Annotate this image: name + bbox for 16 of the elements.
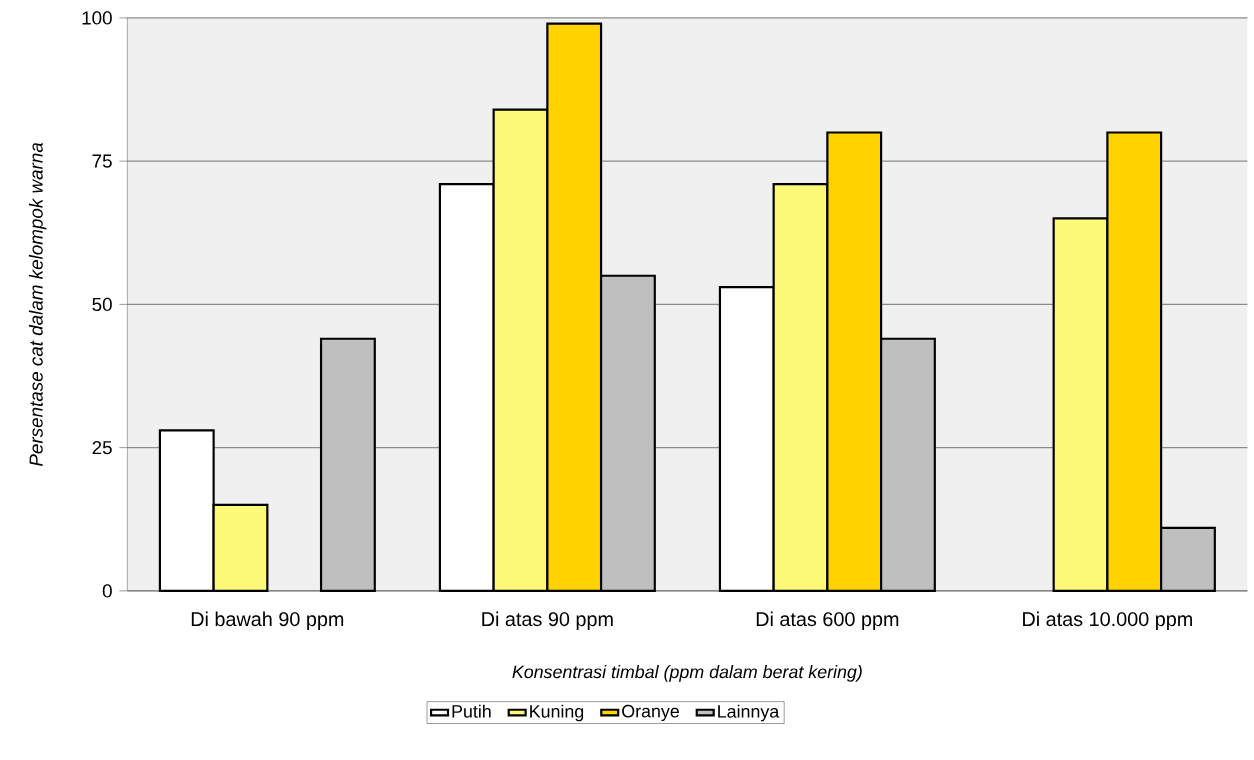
bar xyxy=(319,337,376,592)
legend-label: Putih xyxy=(452,704,491,718)
y-axis-title: Persentase cat dalam kelompok warna xyxy=(28,142,47,467)
y-tick-label: 0 xyxy=(102,584,112,598)
y-tick-label: 100 xyxy=(82,11,112,25)
x-tick-label: Di atas 600 ppm xyxy=(756,611,899,631)
legend-label: Lainnya xyxy=(718,704,780,722)
y-tick-label: 75 xyxy=(92,154,112,168)
y-tick-label: 25 xyxy=(92,440,112,455)
x-axis-title: Konsentrasi timbal (ppm dalam berat kering) xyxy=(512,665,862,682)
legend-label: Kuning xyxy=(530,704,584,722)
x-tick-label: Di bawah 90 ppm xyxy=(191,611,344,631)
x-tick-label: Di atas 90 ppm xyxy=(482,611,613,631)
x-tick-label: Di atas 10.000 ppm xyxy=(1023,611,1192,631)
legend-label: Oranye xyxy=(622,704,679,722)
y-tick-label: 50 xyxy=(92,297,112,312)
